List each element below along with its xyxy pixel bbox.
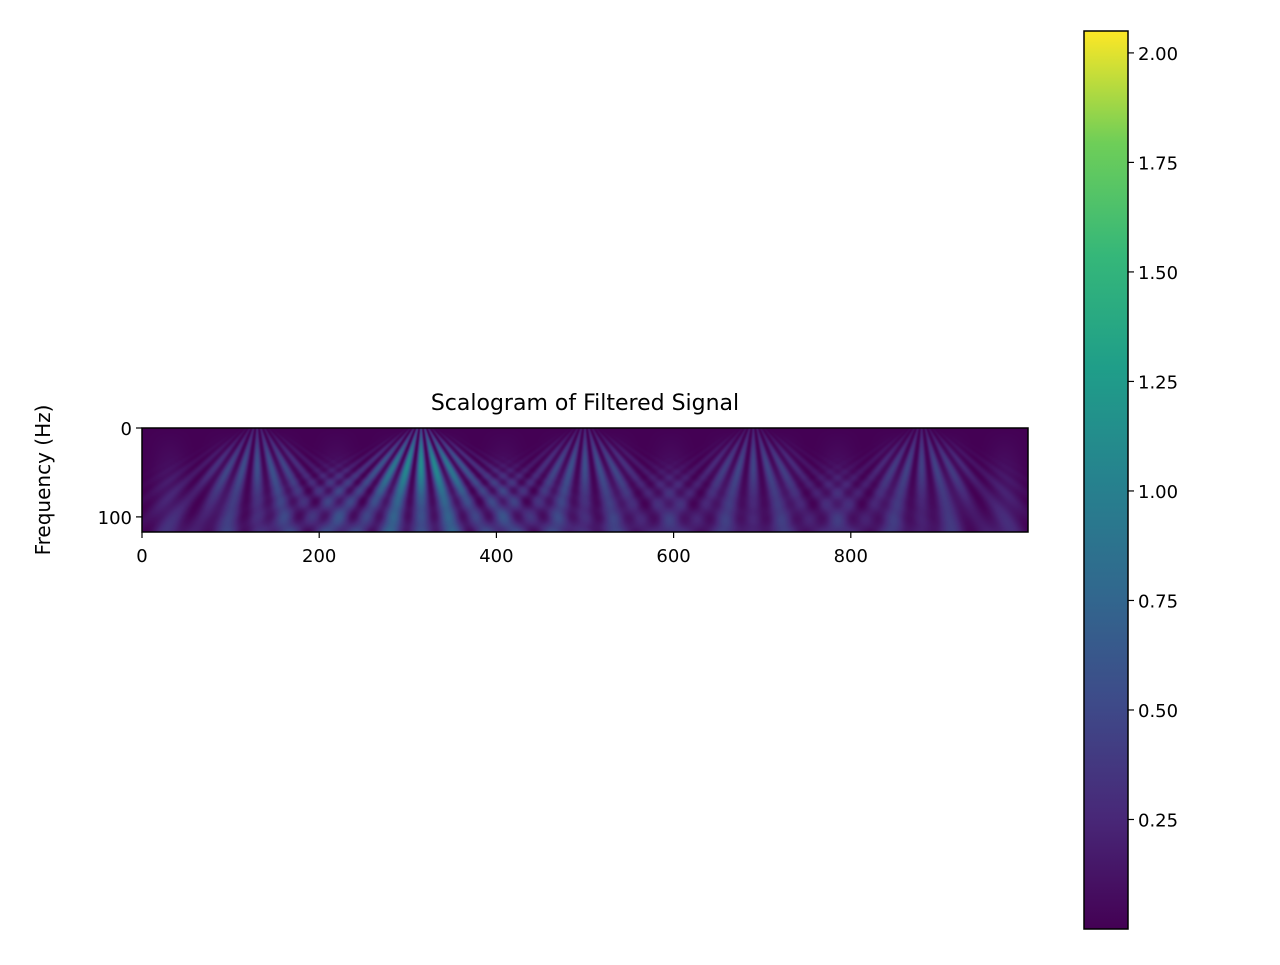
y-tick-label: 0 [121, 419, 132, 440]
x-tick-label: 600 [656, 546, 690, 567]
colorbar-axis: 0.25 0.50 0.75 1.00 1.25 1.50 1.75 2.00 [1128, 44, 1178, 831]
colorbar-tick-label: 2.00 [1138, 44, 1178, 65]
heatmap-image [142, 428, 1028, 532]
colorbar-tick-label: 0.75 [1138, 591, 1178, 612]
colorbar-tick-label: 0.25 [1138, 810, 1178, 831]
y-tick-label: 100 [98, 508, 132, 529]
colorbar-tick-label: 1.50 [1138, 263, 1178, 284]
colorbar-tick-label: 1.75 [1138, 153, 1178, 174]
y-axis-title: Frequency (Hz) [31, 405, 55, 556]
chart-title: Scalogram of Filtered Signal [431, 391, 739, 416]
plot-frame [141, 427, 1029, 533]
x-axis: 0 200 400 600 800 [136, 532, 868, 567]
y-axis: 0 100 [98, 419, 142, 529]
colorbar [1083, 30, 1129, 930]
x-tick-label: 200 [302, 546, 336, 567]
x-tick-label: 0 [136, 546, 147, 567]
colorbar-tick-label: 1.00 [1138, 482, 1178, 503]
colorbar-tick-label: 0.50 [1138, 701, 1178, 722]
colorbar-tick-label: 1.25 [1138, 372, 1178, 393]
x-tick-label: 800 [834, 546, 868, 567]
x-tick-label: 400 [479, 546, 513, 567]
